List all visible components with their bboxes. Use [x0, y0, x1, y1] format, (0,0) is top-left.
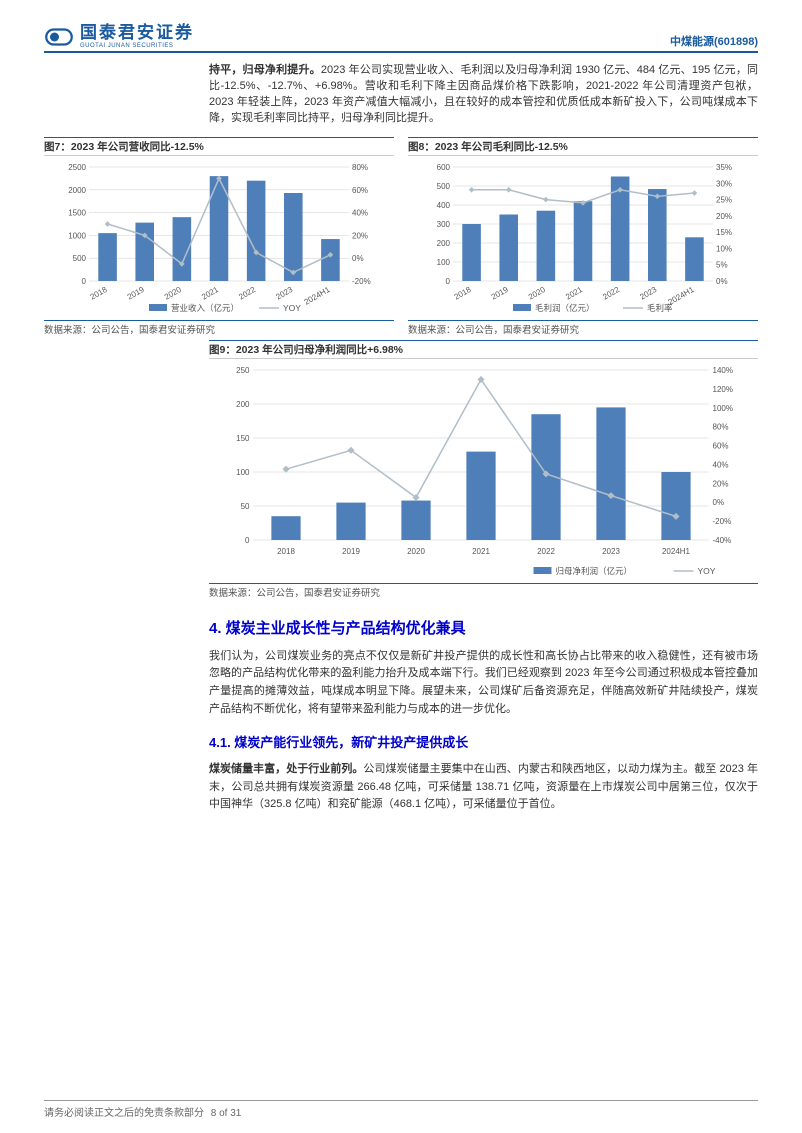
svg-text:20%: 20%	[716, 212, 732, 221]
svg-text:2018: 2018	[89, 284, 109, 301]
svg-text:250: 250	[236, 366, 250, 375]
svg-text:500: 500	[437, 182, 451, 191]
charts-row-1: 图7：2023 年公司营收同比-12.5% 050010001500200025…	[44, 137, 758, 336]
chart8-svg: 0 100 200 300 400 500 600 0% 5% 10% 15% 20% 25% 30% 35…	[408, 157, 758, 317]
intro-bold: 持平，归母净利提升。	[209, 64, 321, 76]
chart9-svg: 0 50 100 150 200 250 -40% -20% 0% 20% 40% 60% 80% 100…	[209, 360, 758, 580]
svg-text:20%: 20%	[713, 479, 729, 488]
svg-text:40%: 40%	[352, 208, 368, 217]
svg-text:2023: 2023	[638, 284, 658, 301]
chart8-source: 数据来源：公司公告，国泰君安证券研究	[408, 320, 758, 336]
report-page: 国泰君安证券 GUOTAI JUNAN SECURITIES 中煤能源(6018…	[0, 0, 802, 1133]
svg-text:15%: 15%	[716, 228, 732, 237]
svg-text:100: 100	[437, 258, 451, 267]
svg-text:毛利润（亿元）: 毛利润（亿元）	[535, 303, 595, 313]
svg-text:-20%: -20%	[713, 517, 732, 526]
svg-text:300: 300	[437, 220, 451, 229]
company-logo: 国泰君安证券 GUOTAI JUNAN SECURITIES	[44, 24, 194, 49]
ticker-label: 中煤能源(601898)	[670, 33, 758, 49]
svg-text:2020: 2020	[163, 284, 183, 301]
svg-text:400: 400	[437, 201, 451, 210]
svg-text:150: 150	[236, 434, 250, 443]
svg-text:60%: 60%	[713, 441, 729, 450]
chart8-block: 图8：2023 年公司毛利同比-12.5% 0 100 200 300 400 500 60…	[408, 137, 758, 336]
svg-text:营业收入（亿元）: 营业收入（亿元）	[171, 303, 239, 313]
chart9-title: 图9：2023 年公司归母净利润同比+6.98%	[209, 340, 758, 359]
chart8-title: 图8：2023 年公司毛利同比-12.5%	[408, 137, 758, 156]
intro-paragraph: 持平，归母净利提升。2023 年公司实现营业收入、毛利润以及归母净利润 1930…	[209, 63, 758, 127]
svg-text:40%: 40%	[713, 460, 729, 469]
svg-text:2018: 2018	[453, 284, 473, 301]
svg-text:20%: 20%	[352, 231, 368, 240]
chart9-source: 数据来源：公司公告，国泰君安证券研究	[209, 583, 758, 599]
svg-text:-40%: -40%	[713, 536, 732, 545]
svg-text:2019: 2019	[490, 284, 510, 301]
svg-text:30%: 30%	[716, 179, 732, 188]
svg-text:80%: 80%	[352, 163, 368, 172]
svg-text:2023: 2023	[602, 547, 620, 556]
svg-text:归母净利润（亿元）: 归母净利润（亿元）	[556, 566, 633, 576]
svg-text:2022: 2022	[601, 284, 621, 301]
svg-text:2020: 2020	[527, 284, 547, 301]
svg-text:2000: 2000	[68, 186, 86, 195]
svg-text:2021: 2021	[472, 547, 490, 556]
svg-text:140%: 140%	[713, 366, 733, 375]
chart9-block: 图9：2023 年公司归母净利润同比+6.98% 0 50 100 150 200 250…	[209, 340, 758, 599]
svg-text:2018: 2018	[277, 547, 295, 556]
svg-text:YOY: YOY	[283, 303, 301, 313]
svg-text:0: 0	[446, 277, 451, 286]
svg-text:0: 0	[82, 277, 87, 286]
logo-cn-text: 国泰君安证券	[80, 24, 194, 41]
svg-text:2021: 2021	[200, 284, 220, 301]
section41-para1: 煤炭储量丰富，处于行业前列。公司煤炭储量主要集中在山西、内蒙古和陕西地区，以动力…	[209, 761, 758, 814]
svg-text:毛利率: 毛利率	[647, 303, 673, 313]
section41-heading: 4.1. 煤炭产能行业领先，新矿井投产提供成长	[209, 732, 758, 751]
section4-para1: 我们认为，公司煤炭业务的亮点不仅仅是新矿井投产提供的成长性和高长协占比带来的收入…	[209, 648, 758, 718]
svg-text:100: 100	[236, 468, 250, 477]
logo-icon	[44, 25, 74, 49]
svg-text:500: 500	[73, 254, 87, 263]
chart7-block: 图7：2023 年公司营收同比-12.5% 0 500 1000 1500 2000 25…	[44, 137, 394, 336]
svg-text:0: 0	[245, 536, 250, 545]
svg-text:2023: 2023	[274, 284, 294, 301]
svg-text:0%: 0%	[716, 277, 728, 286]
section41-para1-bold: 煤炭储量丰富，处于行业前列。	[209, 763, 363, 775]
chart7-source: 数据来源：公司公告，国泰君安证券研究	[44, 320, 394, 336]
footer-page: 8 of 31	[211, 1108, 242, 1119]
svg-text:2024H1: 2024H1	[662, 547, 691, 556]
svg-text:2022: 2022	[537, 547, 555, 556]
svg-text:1500: 1500	[68, 208, 86, 217]
svg-text:60%: 60%	[352, 186, 368, 195]
page-footer: 请务必阅读正文之后的免责条款部分 8 of 31	[44, 1100, 758, 1119]
svg-text:1000: 1000	[68, 231, 86, 240]
svg-text:YOY: YOY	[698, 566, 716, 576]
svg-text:25%: 25%	[716, 195, 732, 204]
svg-text:200: 200	[236, 400, 250, 409]
svg-text:10%: 10%	[716, 244, 732, 253]
page-header: 国泰君安证券 GUOTAI JUNAN SECURITIES 中煤能源(6018…	[44, 24, 758, 53]
section4-heading: 4. 煤炭主业成长性与产品结构优化兼具	[209, 617, 758, 638]
svg-text:120%: 120%	[713, 385, 733, 394]
svg-text:2024H1: 2024H1	[303, 284, 332, 306]
svg-text:600: 600	[437, 163, 451, 172]
svg-text:0%: 0%	[713, 498, 725, 507]
logo-en-text: GUOTAI JUNAN SECURITIES	[80, 43, 194, 49]
chart7-title: 图7：2023 年公司营收同比-12.5%	[44, 137, 394, 156]
svg-text:2019: 2019	[126, 284, 146, 301]
svg-text:2022: 2022	[237, 284, 257, 301]
svg-text:2500: 2500	[68, 163, 86, 172]
svg-text:2021: 2021	[564, 284, 584, 301]
svg-text:2019: 2019	[342, 547, 360, 556]
svg-text:50: 50	[241, 502, 250, 511]
svg-text:100%: 100%	[713, 404, 733, 413]
footer-text: 请务必阅读正文之后的免责条款部分	[44, 1108, 204, 1119]
svg-text:200: 200	[437, 239, 451, 248]
chart7-svg: 0 500 1000 1500 2000 2500 -20% 0% 20% 40% 60% 80% 20…	[44, 157, 394, 317]
svg-text:-20%: -20%	[352, 277, 371, 286]
svg-text:35%: 35%	[716, 163, 732, 172]
svg-text:80%: 80%	[713, 422, 729, 431]
svg-text:5%: 5%	[716, 260, 728, 269]
svg-text:2020: 2020	[407, 547, 425, 556]
svg-text:0%: 0%	[352, 254, 364, 263]
